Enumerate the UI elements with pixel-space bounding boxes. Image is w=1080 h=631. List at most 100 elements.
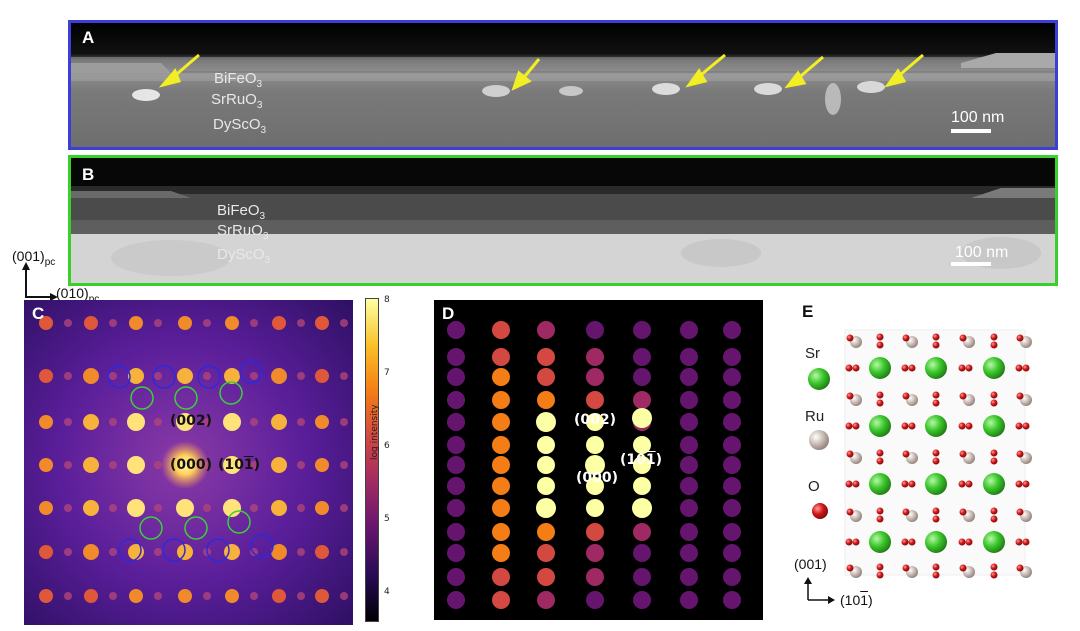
panel-d-tag: D xyxy=(442,304,455,323)
diffraction-spot xyxy=(83,368,99,384)
diffraction-spot xyxy=(447,368,465,386)
diffraction-spot xyxy=(723,321,741,339)
spot-label-000: (000) xyxy=(576,470,619,486)
diffraction-spot-weak xyxy=(297,372,305,380)
diffraction-spot xyxy=(83,457,99,473)
o-atom xyxy=(876,333,884,341)
o-atom xyxy=(932,515,940,523)
o-atom xyxy=(908,422,916,430)
spot-label-002: (002) xyxy=(170,413,213,429)
diffraction-spot xyxy=(224,368,240,384)
diffraction-spot xyxy=(447,321,465,339)
blue-ring-marker xyxy=(152,365,176,389)
layer-label-dysco3: DyScO3 xyxy=(213,116,267,136)
diffraction-spot-weak xyxy=(64,592,72,600)
diffraction-spot xyxy=(586,321,604,339)
diffraction-spot xyxy=(223,456,241,474)
sr-atom xyxy=(925,415,947,437)
diffraction-spot-weak xyxy=(109,504,117,512)
layer-label-dysco3: DyScO3 xyxy=(217,246,271,266)
green-ring-marker xyxy=(227,510,251,534)
diffraction-spot xyxy=(680,477,698,495)
diffraction-spot-weak xyxy=(64,548,72,556)
diffraction-spot xyxy=(225,316,239,330)
panel-b-tag: B xyxy=(82,165,95,184)
sr-atom xyxy=(869,415,891,437)
o-atom xyxy=(845,538,853,546)
diffraction-spot xyxy=(537,391,555,409)
legend-sr-atom-icon xyxy=(808,368,830,390)
diffraction-spot-weak xyxy=(64,504,72,512)
o-atom xyxy=(932,563,940,571)
diffraction-spot-weak xyxy=(297,319,305,327)
diffraction-spot xyxy=(723,436,741,454)
diffraction-spot-bright xyxy=(585,455,605,475)
diffraction-spot xyxy=(492,391,510,409)
sr-atom xyxy=(983,357,1005,379)
o-atom xyxy=(990,399,998,407)
diffraction-spot xyxy=(447,456,465,474)
o-atom xyxy=(846,450,854,458)
orientation-y-label: (001)pc xyxy=(12,248,56,268)
diffraction-spot xyxy=(723,523,741,541)
o-atom xyxy=(902,450,910,458)
o-atom xyxy=(901,538,909,546)
diffraction-spot xyxy=(127,413,145,431)
sr-atom xyxy=(925,357,947,379)
diffraction-spot xyxy=(39,369,53,383)
diffraction-spot xyxy=(177,368,193,384)
o-atom xyxy=(852,480,860,488)
o-atom xyxy=(990,449,998,457)
o-atom xyxy=(901,364,909,372)
green-ring-marker xyxy=(184,516,208,540)
o-atom xyxy=(990,333,998,341)
diffraction-spot xyxy=(315,369,329,383)
o-atom xyxy=(965,538,973,546)
diffraction-spot xyxy=(633,391,651,409)
diffraction-spot xyxy=(271,457,287,473)
diffraction-spot xyxy=(271,368,287,384)
diffraction-spot xyxy=(447,477,465,495)
sr-atom xyxy=(869,357,891,379)
diffraction-spot xyxy=(537,544,555,562)
diffraction-spot-weak xyxy=(340,504,348,512)
sr-atom xyxy=(869,473,891,495)
diffraction-spot xyxy=(723,477,741,495)
legend-label-o: O xyxy=(808,478,820,495)
o-atom xyxy=(902,392,910,400)
diffraction-spot xyxy=(633,477,651,495)
diffraction-spot xyxy=(680,523,698,541)
diffraction-spot xyxy=(492,523,510,541)
sr-atom xyxy=(983,415,1005,437)
spot-label-10-1: (101) xyxy=(620,452,663,468)
diffraction-spot xyxy=(176,413,194,431)
diffraction-spot xyxy=(447,544,465,562)
colorbar-label: log intensity xyxy=(370,404,380,460)
o-atom xyxy=(932,399,940,407)
diffraction-spot xyxy=(723,499,741,517)
diffraction-spot-weak xyxy=(109,372,117,380)
diffraction-spot xyxy=(492,436,510,454)
diffraction-spot xyxy=(83,544,99,560)
o-atom xyxy=(932,507,940,515)
diffraction-spot-weak xyxy=(64,461,72,469)
diffraction-spot xyxy=(129,589,143,603)
o-atom xyxy=(990,391,998,399)
sr-atom xyxy=(925,531,947,553)
diffraction-spot xyxy=(315,415,329,429)
diffraction-spot xyxy=(39,589,53,603)
diffraction-spot-weak xyxy=(64,319,72,327)
diffraction-spot xyxy=(633,321,651,339)
diffraction-spot xyxy=(537,523,555,541)
diffraction-spot xyxy=(723,456,741,474)
o-atom xyxy=(876,507,884,515)
diffraction-spot-weak xyxy=(250,418,258,426)
o-atom xyxy=(932,341,940,349)
o-atom xyxy=(1016,392,1024,400)
o-atom xyxy=(959,392,967,400)
diffraction-spot xyxy=(633,544,651,562)
diffraction-spot-weak xyxy=(154,592,162,600)
orientation-x-label: (010)pc xyxy=(56,285,100,305)
diffraction-spot xyxy=(586,568,604,586)
diffraction-spot-weak xyxy=(203,418,211,426)
